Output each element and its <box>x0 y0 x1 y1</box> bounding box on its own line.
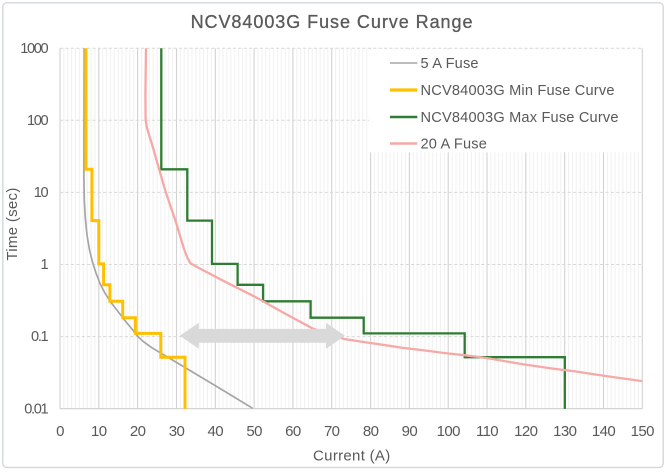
svg-text:20 A Fuse: 20 A Fuse <box>421 137 488 153</box>
svg-text:10: 10 <box>34 185 49 201</box>
svg-text:20: 20 <box>130 423 146 440</box>
svg-text:1000: 1000 <box>20 41 48 57</box>
svg-text:NCV84003G Max Fuse Curve: NCV84003G Max Fuse Curve <box>421 110 619 126</box>
svg-text:Current (A): Current (A) <box>313 448 390 465</box>
svg-text:0: 0 <box>56 423 64 440</box>
svg-text:40: 40 <box>208 423 224 440</box>
svg-text:100: 100 <box>437 423 460 440</box>
svg-text:50: 50 <box>246 423 262 440</box>
svg-text:150: 150 <box>631 423 654 440</box>
svg-text:0.1: 0.1 <box>31 329 48 345</box>
svg-text:60: 60 <box>285 423 301 440</box>
svg-text:5 A Fuse: 5 A Fuse <box>421 56 479 72</box>
svg-text:NCV84003G Fuse Curve Range: NCV84003G Fuse Curve Range <box>191 12 474 32</box>
svg-text:130: 130 <box>553 423 576 440</box>
svg-text:100: 100 <box>27 113 49 129</box>
svg-text:1: 1 <box>41 257 49 273</box>
svg-text:30: 30 <box>169 423 185 440</box>
svg-text:10: 10 <box>91 423 107 440</box>
svg-text:80: 80 <box>363 423 379 440</box>
svg-text:120: 120 <box>514 423 537 440</box>
svg-text:70: 70 <box>324 423 340 440</box>
svg-text:140: 140 <box>592 423 615 440</box>
svg-text:Time (sec): Time (sec) <box>4 187 21 260</box>
svg-text:90: 90 <box>402 423 418 440</box>
svg-text:0.01: 0.01 <box>24 401 48 417</box>
svg-text:110: 110 <box>476 423 498 440</box>
svg-text:NCV84003G Min Fuse Curve: NCV84003G Min Fuse Curve <box>421 83 615 99</box>
